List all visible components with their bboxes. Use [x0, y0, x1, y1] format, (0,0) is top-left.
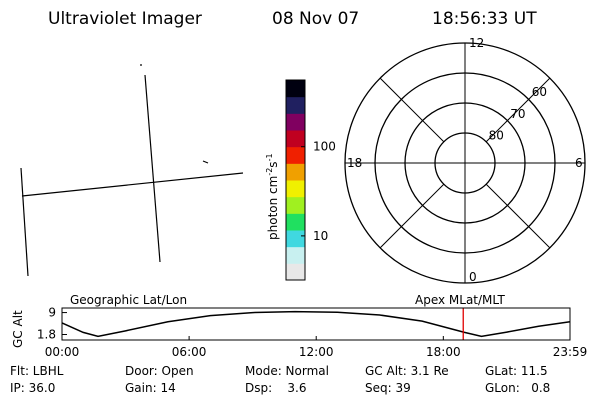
time: 18:56:33 UT: [432, 9, 537, 29]
colorbar-label-mid: s: [266, 161, 280, 167]
y-tick-label: 9: [48, 306, 56, 320]
x-tick-label: 00:00: [45, 345, 80, 359]
status-field: Mode: Normal: [245, 364, 329, 378]
status-field: Gain: 14: [125, 381, 176, 395]
colorbar-label: photon cm-2s-1: [265, 153, 280, 240]
polar-ring-label: 80: [489, 128, 504, 142]
strip-frame: [61, 307, 571, 341]
colorbar-sup: -1: [265, 153, 274, 161]
status-field: GLon: 0.8: [485, 381, 550, 395]
x-tick-label: 23:59: [553, 345, 588, 359]
y-tick-label: 1.8: [37, 328, 56, 342]
status-field: Door: Open: [125, 364, 194, 378]
colorbar-step: [286, 180, 305, 198]
strip-title: Geographic Lat/Lon: [70, 293, 187, 307]
colorbar-label-main: photon cm: [266, 176, 280, 240]
status-field: GLat: 11.5: [485, 364, 548, 378]
colorbar-step: [286, 230, 305, 248]
colorbar-step: [286, 113, 305, 131]
status-field: Seq: 39: [365, 381, 411, 395]
x-tick-label: 12:00: [299, 345, 334, 359]
polar-mlt-label: 0: [469, 270, 477, 284]
status-field: IP: 36.0: [10, 381, 55, 395]
polar-ring-label: 60: [532, 85, 547, 99]
y-axis-title: GC Alt: [11, 310, 25, 348]
date: 08 Nov 07: [272, 9, 359, 29]
polar-mlt-label: 12: [469, 36, 484, 50]
colorbar-step: [286, 130, 305, 148]
title: Ultraviolet Imager: [48, 9, 202, 29]
status-field: Flt: LBHL: [10, 364, 64, 378]
colorbar-step: [286, 263, 305, 281]
polar-mlt-label: 6: [575, 156, 583, 170]
x-tick-label: 06:00: [172, 345, 207, 359]
colorbar-step: [286, 213, 305, 231]
status-field: GC Alt: 3.1 Re: [365, 364, 449, 378]
polar-diagonal: [485, 183, 551, 249]
polar-mlt-label: 18: [347, 156, 362, 170]
colorbar-tick-label: 10: [313, 229, 328, 243]
status-field: Dsp: 3.6: [245, 381, 307, 395]
colorbar-step: [286, 96, 305, 114]
polar-ring-label: 70: [510, 107, 525, 121]
colorbar-tick-label: 100: [313, 140, 336, 154]
altitude-line: [61, 310, 571, 338]
colorbar-frame: [285, 79, 306, 281]
polar-diagonal: [379, 77, 445, 143]
colorbar-step: [286, 146, 305, 164]
colorbar-step: [286, 196, 305, 214]
polar-diagonal: [485, 77, 551, 143]
polar-diagonal: [379, 183, 445, 249]
colorbar-step: [286, 163, 305, 181]
strip-title: Apex MLat/MLT: [415, 293, 505, 307]
colorbar-step: [286, 246, 305, 264]
colorbar-sup: -2: [265, 168, 274, 176]
x-tick-label: 18:00: [426, 345, 461, 359]
colorbar-step: [286, 80, 305, 98]
map-grid: [20, 64, 244, 277]
